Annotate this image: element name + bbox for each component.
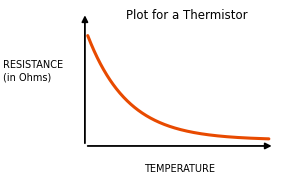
Text: RESISTANCE
(in Ohms): RESISTANCE (in Ohms): [3, 60, 63, 83]
Text: TEMPERATURE: TEMPERATURE: [144, 164, 215, 174]
Text: Plot for a Thermistor: Plot for a Thermistor: [126, 9, 248, 22]
